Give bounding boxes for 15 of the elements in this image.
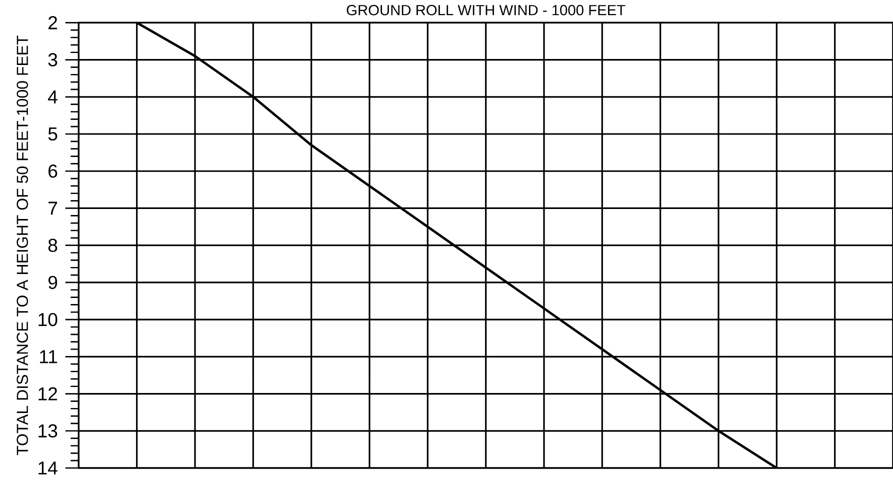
y-tick-label: 10 — [38, 312, 58, 326]
y-tick-label: 9 — [48, 276, 58, 290]
y-tick-label: 5 — [48, 128, 58, 141]
y-tick-label: 6 — [48, 164, 58, 178]
y-tick-label: 12 — [38, 387, 58, 400]
y-tick-label: 11 — [40, 350, 58, 364]
y-tick-label: 13 — [38, 424, 58, 438]
y-axis-title: TOTAL DISTANCE TO A HEIGHT OF 50 FEET-1000 FEET — [16, 36, 28, 456]
y-tick-label: 4 — [48, 90, 58, 104]
y-tick-label: 2 — [48, 16, 58, 30]
chart-title: GROUND ROLL WITH WIND - 1000 FEET — [346, 4, 626, 16]
y-tick-label: 3 — [48, 53, 58, 66]
y-tick-label: 14 — [38, 462, 58, 474]
y-tick-label: 7 — [48, 202, 58, 215]
y-tick-label: 8 — [48, 238, 58, 252]
